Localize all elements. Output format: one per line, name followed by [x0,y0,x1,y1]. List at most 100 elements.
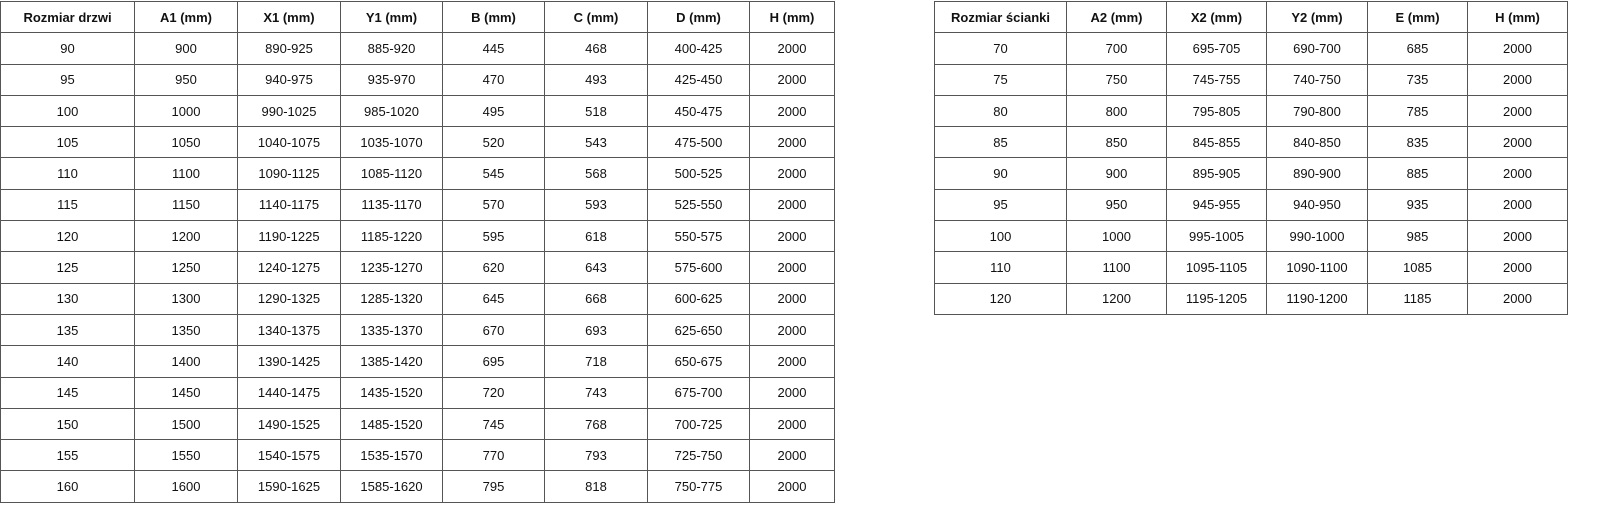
table-cell: 670 [442,313,545,347]
table-cell: 935-970 [340,63,443,96]
table-row: 150 1500 1490-1525 1485-1520 745 768 700-725 20… [0,407,835,441]
table-cell: 795-805 [1166,94,1267,128]
column-header: A1 (mm) [134,0,238,34]
table-row: 80 800 795-805 790-800 785 2000 [934,94,1568,128]
table-row: 140 1400 1390-1425 1385-1420 695 718 650-675 20… [0,345,835,378]
table-cell: 95 [934,188,1067,222]
table-cell: 2000 [1467,251,1568,284]
table-cell: 625-650 [647,313,750,347]
table-cell: 645 [442,282,545,315]
table-cell: 650-675 [647,345,750,378]
table-cell: 750 [1066,63,1167,96]
table-cell: 1050 [134,126,238,159]
table-cell: 1290-1325 [237,282,341,315]
table-cell: 885 [1367,157,1468,190]
table-cell: 885-920 [340,32,443,65]
table-cell: 900 [134,32,238,65]
table-cell: 1485-1520 [340,407,443,441]
table-cell: 718 [544,345,648,378]
table-cell: 545 [442,157,545,190]
table-cell: 1000 [134,94,238,128]
table-cell: 850 [1066,126,1167,159]
column-header: Rozmiar ścianki [934,0,1067,34]
table-cell: 1090-1125 [237,157,341,190]
table-cell: 1195-1205 [1166,282,1267,315]
column-header: Y2 (mm) [1266,0,1368,34]
table-cell: 743 [544,376,648,409]
table-cell: 2000 [749,282,835,315]
table-cell: 1035-1070 [340,126,443,159]
column-header: C (mm) [544,0,648,34]
table-cell: 1385-1420 [340,345,443,378]
table-cell: 593 [544,188,648,222]
table-cell: 130 [0,282,135,315]
table-cell: 2000 [749,63,835,96]
table-cell: 2000 [1467,63,1568,96]
table-cell: 2000 [1467,94,1568,128]
table-cell: 160 [0,470,135,503]
table-cell: 2000 [1467,157,1568,190]
table-cell: 100 [0,94,135,128]
table-cell: 690-700 [1266,32,1368,65]
table-row: 120 1200 1195-1205 1190-1200 1185 2000 [934,282,1568,315]
table-cell: 840-850 [1266,126,1368,159]
table-cell: 990-1025 [237,94,341,128]
table-cell: 85 [934,126,1067,159]
table-cell: 1240-1275 [237,251,341,284]
table-cell: 1450 [134,376,238,409]
table-cell: 1540-1575 [237,439,341,472]
table-row: 125 1250 1240-1275 1235-1270 620 643 575-600 20… [0,251,835,284]
table-cell: 835 [1367,126,1468,159]
table-cell: 2000 [749,32,835,65]
table-row: 110 1100 1090-1125 1085-1120 545 568 500-525 20… [0,157,835,190]
table-cell: 155 [0,439,135,472]
table-cell: 95 [0,63,135,96]
table-row: 100 1000 990-1025 985-1020 495 518 450-475 2000 [0,94,835,128]
table-cell: 90 [0,32,135,65]
table-row: 75 750 745-755 740-750 735 2000 [934,63,1568,96]
table-cell: 1100 [134,157,238,190]
table-cell: 493 [544,63,648,96]
column-header: Rozmiar drzwi [0,0,135,34]
table-cell: 145 [0,376,135,409]
table-row: 145 1450 1440-1475 1435-1520 720 743 675-700 20… [0,376,835,409]
table-cell: 935 [1367,188,1468,222]
table-cell: 795 [442,470,545,503]
table-row: 155 1550 1540-1575 1535-1570 770 793 725-750 20… [0,439,835,472]
column-header: B (mm) [442,0,545,34]
table-row: 100 1000 995-1005 990-1000 985 2000 [934,220,1568,253]
table-cell: 2000 [749,407,835,441]
column-header: H (mm) [749,0,835,34]
table-cell: 643 [544,251,648,284]
table-cell: 1500 [134,407,238,441]
table-cell: 1435-1520 [340,376,443,409]
table-cell: 2000 [749,376,835,409]
table-row: 130 1300 1290-1325 1285-1320 645 668 600-625 20… [0,282,835,315]
table-row: 95 950 940-975 935-970 470 493 425-450 2000 [0,63,835,96]
table-cell: 890-900 [1266,157,1368,190]
table-cell: 600-625 [647,282,750,315]
table-cell: 120 [934,282,1067,315]
table-row: 105 1050 1040-1075 1035-1070 520 543 475-500 20… [0,126,835,159]
table-cell: 595 [442,220,545,253]
table-row: 95 950 945-955 940-950 935 2000 [934,188,1568,222]
table-cell: 2000 [1467,282,1568,315]
table-row: 120 1200 1190-1225 1185-1220 595 618 550-575 20… [0,220,835,253]
table-cell: 1185 [1367,282,1468,315]
table-row: 115 1150 1140-1175 1135-1170 570 593 525-550 20… [0,188,835,222]
table-cell: 70 [934,32,1067,65]
table-cell: 525-550 [647,188,750,222]
table-cell: 900 [1066,157,1167,190]
table-cell: 75 [934,63,1067,96]
table-cell: 618 [544,220,648,253]
column-header: Y1 (mm) [340,0,443,34]
table-cell: 785 [1367,94,1468,128]
table-cell: 475-500 [647,126,750,159]
table-cell: 120 [0,220,135,253]
table-cell: 1085 [1367,251,1468,284]
table-cell: 570 [442,188,545,222]
table-cell: 450-475 [647,94,750,128]
table-cell: 1440-1475 [237,376,341,409]
table-cell: 818 [544,470,648,503]
column-header: X1 (mm) [237,0,341,34]
